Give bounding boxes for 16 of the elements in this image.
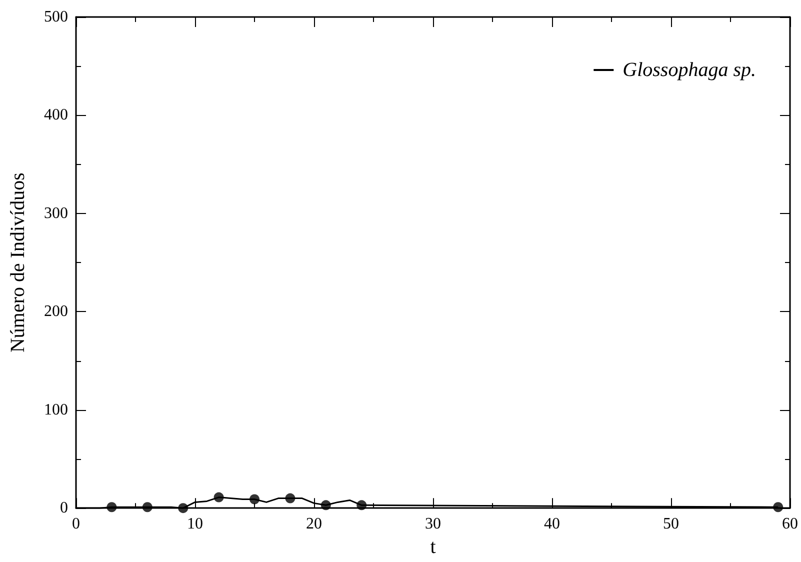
x-axis-title: t — [430, 536, 436, 558]
x-tick-label: 40 — [544, 516, 560, 533]
x-tick-label: 50 — [663, 516, 679, 533]
y-tick-label: 100 — [44, 401, 68, 418]
x-tick-label: 30 — [425, 516, 441, 533]
x-tick-label: 60 — [782, 516, 798, 533]
y-tick-label: 500 — [44, 8, 68, 26]
y-tick-label: 200 — [44, 303, 68, 320]
x-tick-label: 10 — [187, 516, 203, 533]
y-tick-label: 0 — [60, 500, 68, 517]
x-tick-label: 20 — [306, 516, 322, 533]
y-axis-title: Número de Indivíduos — [7, 172, 29, 353]
legend-label: Glossophaga sp. — [622, 59, 756, 81]
y-tick-label: 400 — [44, 106, 68, 124]
y-tick-label: 300 — [44, 204, 68, 222]
x-tick-label: 0 — [72, 516, 80, 533]
